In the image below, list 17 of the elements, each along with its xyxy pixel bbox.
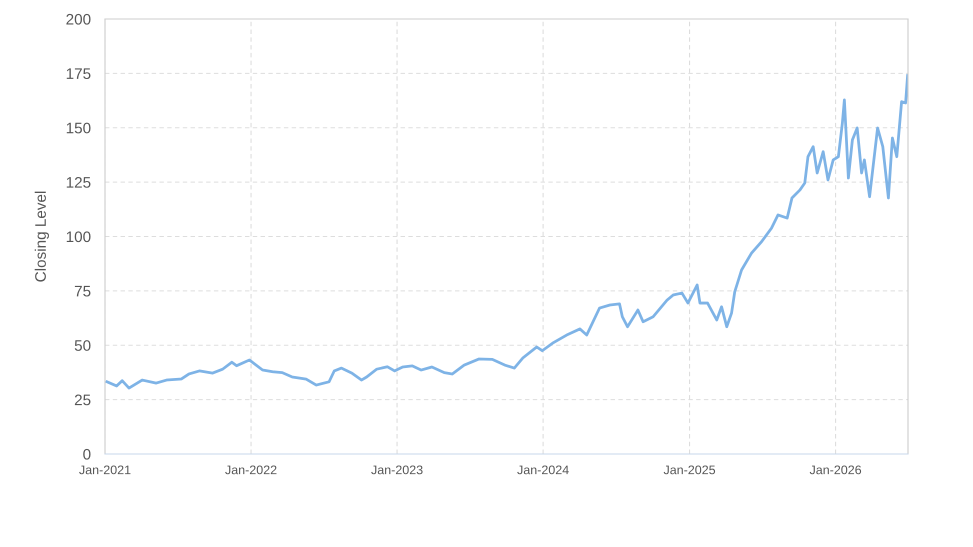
x-tick-label: Jan-2021 (79, 465, 130, 474)
y-tick-label: 0 (83, 448, 91, 460)
y-axis-title: Closing Level (34, 192, 49, 282)
x-tick-label: Jan-2026 (810, 465, 862, 474)
y-tick-label: 150 (66, 122, 91, 134)
line-series (106, 74, 908, 390)
y-tick-label: 100 (66, 231, 91, 242)
y-tick-label: 50 (74, 340, 91, 351)
x-tick-label: Jan-2023 (371, 465, 423, 474)
x-tick-label: Jan-2024 (517, 465, 569, 474)
y-tick-label: 25 (74, 394, 90, 406)
y-tick-label: 175 (66, 68, 90, 80)
y-tick-label: 200 (66, 14, 91, 25)
x-tick-label: Jan-2022 (225, 465, 276, 474)
x-tick-label: Jan-2025 (664, 465, 716, 474)
y-tick-label: 75 (74, 286, 90, 297)
y-tick-label: 125 (66, 176, 90, 188)
